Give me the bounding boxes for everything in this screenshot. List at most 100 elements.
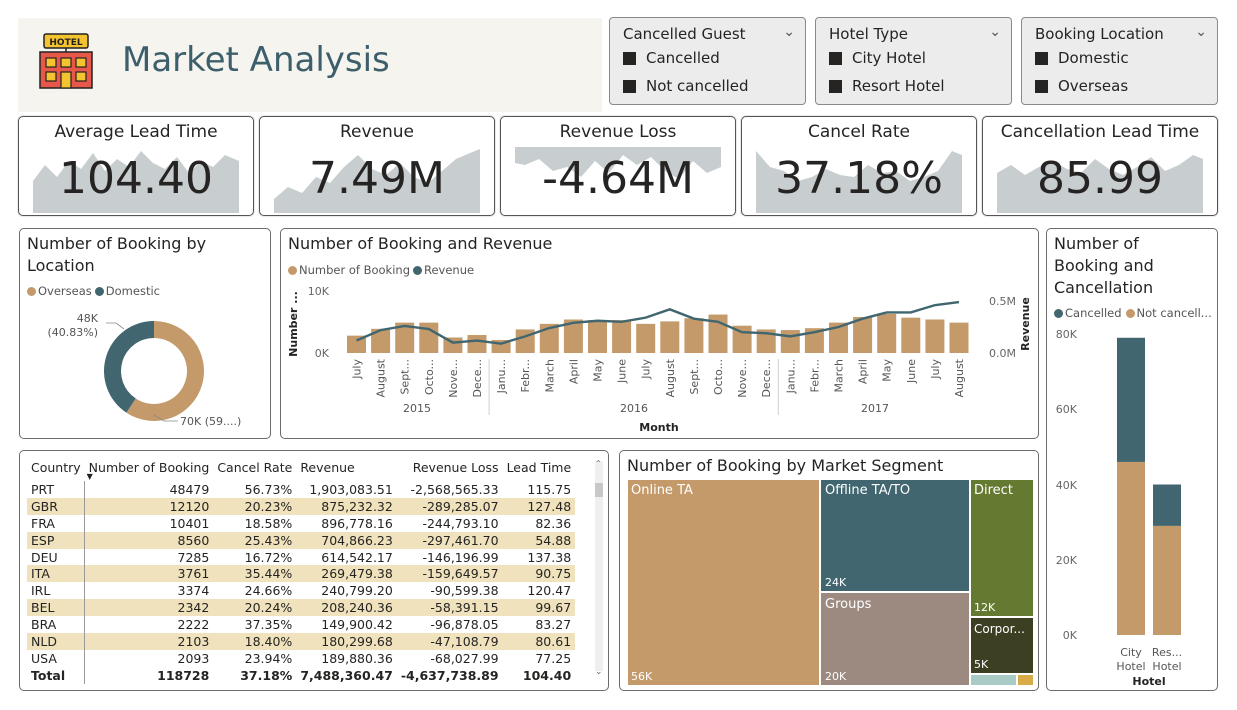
treemap-tile-online-ta[interactable]: Online TA 56K [628, 480, 819, 685]
chevron-down-icon[interactable]: ⌄ [783, 24, 795, 40]
treemap-tile-small-segment[interactable] [971, 675, 1016, 685]
column-header-number-of-booking[interactable]: Number of Booking ▼ [86, 460, 210, 481]
bar-17[interactable] [756, 329, 776, 353]
bar-18[interactable] [780, 330, 800, 353]
column-header-revenue[interactable]: Revenue [300, 460, 355, 475]
bar-1[interactable] [371, 328, 391, 353]
bar-24[interactable] [925, 319, 945, 353]
sort-desc-icon[interactable]: ▼ [86, 472, 93, 481]
bar-13[interactable] [660, 321, 680, 353]
bar-14[interactable] [684, 318, 704, 353]
donut-slice-domestic[interactable] [104, 321, 154, 413]
filter-option-overseas[interactable]: Overseas [1035, 77, 1128, 95]
bar-9[interactable] [563, 319, 583, 353]
column-header-lead-time[interactable]: Lead Time [506, 460, 572, 475]
bar-20[interactable] [829, 322, 848, 353]
booking-and-revenue-panel[interactable]: Number of Booking and Revenue Number of … [280, 228, 1039, 439]
bar-12[interactable] [636, 323, 656, 353]
bar-3[interactable] [419, 322, 439, 353]
legend-item-domestic[interactable]: Domestic [105, 284, 160, 298]
bar-8[interactable] [539, 323, 559, 353]
kpi-card-cancellation-lead-time[interactable]: Cancellation Lead Time 85.99 [982, 116, 1218, 216]
kpi-card-revenue-loss[interactable]: Revenue Loss -4.64M [500, 116, 736, 216]
table-cell: BEL [27, 599, 85, 617]
table-row[interactable]: GBR 12120 20.23% 875,232.32 -289,285.07 127.4… [27, 497, 576, 515]
table-row[interactable]: ITA 3761 35.44% 269,479.38 -159,649.57 90.75 [27, 565, 576, 583]
bar-0[interactable] [347, 335, 366, 353]
booking-and-cancellation-panel[interactable]: Number of Booking and Cancellation Cancell… [1046, 228, 1218, 691]
filter-option-not-cancelled[interactable]: Not cancelled [623, 77, 749, 95]
checkbox-icon[interactable] [829, 51, 842, 65]
column-header-country[interactable]: Country [31, 460, 81, 475]
legend-item-not-cancelled[interactable]: Not cancell... [1136, 306, 1212, 320]
booking-by-location-panel[interactable]: Number of Booking by Location Overseas Do… [19, 228, 271, 439]
scrollbar-thumb[interactable] [595, 483, 603, 497]
x-axis-title: Month [639, 421, 678, 434]
kpi-card-revenue[interactable]: Revenue 7.49M [259, 116, 495, 216]
treemap-tile-offline-ta-to[interactable]: Offline TA/TO 24K [821, 480, 969, 591]
filter-option-resort-hotel[interactable]: Resort Hotel [829, 77, 945, 95]
booking-location-filter[interactable]: Booking Location ⌄ Domestic Overseas [1021, 17, 1218, 105]
legend-item-cancelled[interactable]: Cancelled [1065, 306, 1122, 320]
treemap-tile-groups[interactable]: Groups 20K [821, 593, 969, 685]
kpi-card-cancel-rate[interactable]: Cancel Rate 37.18% [741, 116, 977, 216]
table-row[interactable]: NLD 2103 18.40% 180,299.68 -47,108.79 80.61 [27, 633, 576, 650]
table-cell: -4,637,738.89 [400, 667, 499, 683]
table-row[interactable]: USA 2093 23.94% 189,880.36 -68,027.99 77.25 [27, 649, 575, 667]
filter-option-city-hotel[interactable]: City Hotel [829, 49, 926, 67]
legend-item-revenue[interactable]: Revenue [424, 263, 475, 277]
bar-cancelled-0[interactable] [1117, 337, 1145, 462]
table-row[interactable]: FRA 10401 18.58% 896,778.16 -244,793.10 82.36 [27, 514, 575, 532]
bar-21[interactable] [853, 317, 873, 353]
chevron-down-icon[interactable]: ⌄ [595, 667, 603, 677]
bar-22[interactable] [877, 313, 897, 353]
bar-19[interactable] [804, 328, 824, 353]
legend-item-number-of-booking[interactable]: Number of Booking [299, 263, 410, 277]
country-table[interactable]: Country Number of Booking ▼ Cancel Rate R… [27, 457, 576, 684]
x-tick-label: City [1120, 646, 1142, 659]
table-total-row[interactable]: Total 118728 37.18% 7,488,360.47 -4,637,738.… [27, 666, 575, 684]
checkbox-icon[interactable] [829, 79, 842, 93]
table-row[interactable]: BRA 2222 37.35% 149,900.42 -96,878.05 83.27 [27, 616, 575, 634]
kpi-card-average-lead-time[interactable]: Average Lead Time 104.40 [18, 116, 254, 216]
checkbox-icon[interactable] [623, 51, 636, 65]
table-cell: 704,866.23 [296, 531, 397, 549]
chevron-up-icon[interactable]: ⌃ [595, 459, 602, 468]
chevron-down-icon[interactable]: ⌄ [989, 24, 1001, 40]
market-segment-panel[interactable]: Number of Booking by Market Segment Onli… [619, 450, 1039, 691]
bar-23[interactable] [901, 317, 921, 353]
treemap-tile-direct[interactable]: Direct 12K [971, 480, 1033, 616]
checkbox-icon[interactable] [1035, 51, 1048, 65]
bar-10[interactable] [588, 320, 607, 353]
table-row[interactable]: PRT 48479 56.73% 1,903,083.51 -2,568,565.33 1… [27, 481, 575, 498]
bar-not-cancelled-1[interactable] [1153, 525, 1181, 635]
bar-not-cancelled-0[interactable] [1117, 461, 1145, 635]
donut-slice-overseas[interactable] [126, 321, 205, 421]
bar-5[interactable] [467, 335, 487, 353]
table-row[interactable]: ESP 8560 25.43% 704,866.23 -297,461.70 54.88 [27, 531, 576, 549]
bar-2[interactable] [395, 322, 415, 353]
legend-item-overseas[interactable]: Overseas [38, 284, 92, 298]
column-header-revenue-loss[interactable]: Revenue Loss [412, 460, 499, 475]
donut-chart: 48K (40.83%) 70K (59....) [47, 312, 241, 428]
filter-option-cancelled[interactable]: Cancelled [623, 49, 720, 67]
table-row[interactable]: BEL 2342 20.24% 208,240.36 -58,391.15 99.67 [27, 599, 576, 617]
kpi-value: 37.18% [775, 153, 943, 204]
hotel-type-filter[interactable]: Hotel Type ⌄ City Hotel Resort Hotel [815, 17, 1012, 105]
treemap-tile-corporate[interactable]: Corpor... 5K [971, 618, 1033, 673]
treemap-tile-small-segment[interactable] [1018, 675, 1033, 685]
table-row[interactable]: DEU 7285 16.72% 614,542.17 -146,196.99 137.38 [27, 548, 575, 566]
vertical-scrollbar[interactable]: ⌃ ⌄ [595, 459, 603, 677]
country-table-panel[interactable]: Country Number of Booking ▼ Cancel Rate R… [19, 450, 609, 691]
filter-option-domestic[interactable]: Domestic [1035, 49, 1129, 67]
cancelled-guest-filter[interactable]: Cancelled Guest ⌄ Cancelled Not cancelle… [609, 17, 806, 105]
chevron-down-icon[interactable]: ⌄ [1195, 24, 1207, 40]
bar-11[interactable] [612, 320, 632, 353]
bar-25[interactable] [949, 322, 969, 353]
checkbox-icon[interactable] [1035, 79, 1048, 93]
x-tick-label: April [857, 359, 870, 384]
checkbox-icon[interactable] [623, 79, 636, 93]
bar-cancelled-1[interactable] [1153, 484, 1181, 526]
column-header-cancel-rate[interactable]: Cancel Rate [217, 460, 293, 475]
table-row[interactable]: IRL 3374 24.66% 240,799.20 -90,599.38 120.47 [27, 582, 575, 600]
